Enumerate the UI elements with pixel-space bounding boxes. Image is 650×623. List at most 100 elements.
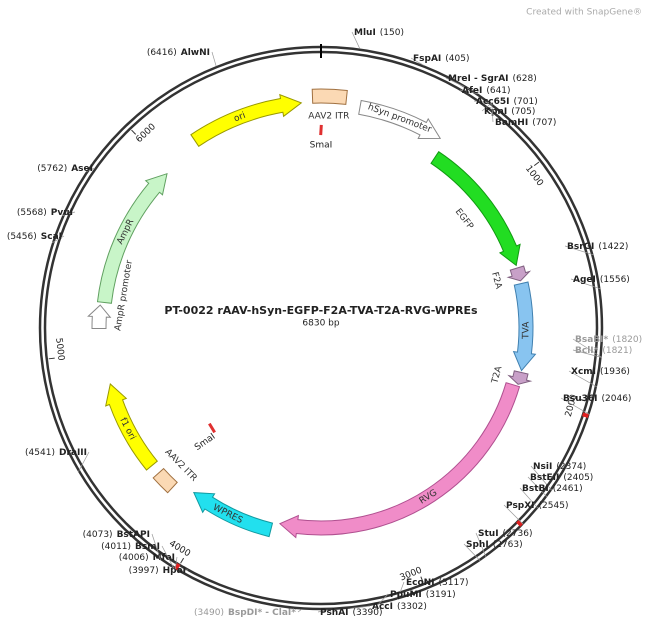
feature-label: AAV2 ITR — [308, 112, 349, 122]
site-label: Bsu36I (2046) — [563, 394, 631, 404]
site-label: XcmI (1936) — [571, 367, 630, 377]
site-position: (2046) — [602, 394, 632, 404]
site-leader — [564, 245, 594, 256]
site-position: (701) — [514, 97, 538, 107]
site-highlight — [515, 519, 523, 527]
site-name: BstEII — [530, 473, 559, 483]
site-label: (6416) AlwNI — [147, 48, 210, 58]
site-label: (5456) ScaI — [7, 232, 62, 242]
site-name: BsaBI* — [575, 335, 608, 345]
feature-arrow — [430, 151, 521, 267]
site-position: (2461) — [553, 484, 583, 494]
site-name: SphI — [466, 540, 489, 550]
site-label: EcoNI (3117) — [406, 578, 468, 588]
site-leader — [570, 278, 601, 290]
site-position: (1821) — [602, 346, 632, 356]
site-name: HpaI — [163, 566, 186, 576]
site-leader — [297, 609, 302, 613]
site-name: EcoNI — [406, 578, 435, 588]
site-leader — [174, 556, 178, 570]
site-name: AfeI — [462, 86, 482, 96]
site-name: DraIII — [59, 448, 87, 458]
site-label: NsiI (2374) — [533, 462, 586, 472]
site-position: (150) — [380, 28, 404, 38]
feature-arrow — [193, 492, 274, 538]
site-leader — [211, 51, 217, 67]
site-position: (5456) — [7, 232, 37, 242]
site-position: (6416) — [147, 48, 177, 58]
ruler-tick — [420, 576, 424, 583]
site-leader — [51, 235, 65, 244]
feature-box — [311, 88, 348, 105]
site-leader — [481, 102, 492, 112]
ruler-label: 1000 — [523, 164, 545, 188]
site-label: BstEII (2405) — [530, 473, 593, 483]
feature-arrow — [87, 304, 112, 329]
site-position: (1820) — [612, 335, 642, 345]
watermark: Created with SnapGene® — [526, 8, 642, 18]
site-position: (3390) — [353, 608, 383, 618]
site-name: BstBI — [522, 484, 549, 494]
site-name: Acc65I — [476, 97, 510, 107]
site-label: AgeI (1556) — [573, 275, 630, 285]
feature-box — [152, 467, 178, 494]
site-label: BstBI (2461) — [522, 484, 583, 494]
site-label: PpuMI (3191) — [390, 590, 456, 600]
site-name: PspXI — [506, 501, 535, 511]
site-label: BclI* (1821) — [575, 346, 632, 356]
site-label: PspXI (2545) — [506, 501, 568, 511]
site-name: PshAI — [320, 608, 349, 618]
site-leader — [445, 77, 476, 93]
site-position: (2763) — [493, 540, 523, 550]
feature-arrow — [190, 93, 303, 147]
site-label: (4073) BstAPI — [83, 530, 150, 540]
ruler-tick — [579, 398, 586, 402]
site-label: FspAI (405) — [413, 54, 469, 64]
site-label: MluI (150) — [354, 28, 404, 38]
site-position: (5762) — [37, 164, 67, 174]
site-position: (2545) — [539, 501, 569, 511]
site-leader — [151, 533, 161, 561]
ruler-tick — [131, 129, 137, 135]
site-name: AgeI — [573, 275, 596, 285]
site-leader — [317, 609, 328, 613]
site-position: (1422) — [598, 242, 628, 252]
site-leader — [560, 397, 590, 415]
site-label: (5568) PvuI — [17, 208, 73, 218]
site-position: (4006) — [119, 553, 149, 563]
smai-mark — [319, 124, 323, 136]
site-name: BstAPI — [117, 530, 150, 540]
site-label: SphI (2763) — [466, 540, 523, 550]
site-position: (3302) — [397, 602, 427, 612]
inner-site-label: SmaI — [193, 432, 217, 453]
site-leader — [463, 543, 481, 562]
feature-label: TVA — [521, 321, 531, 340]
site-leader — [475, 532, 487, 557]
site-leader — [503, 504, 524, 525]
site-name: KpnI — [484, 107, 507, 117]
site-label: AccI (3302) — [372, 602, 427, 612]
site-position: (1936) — [600, 367, 630, 377]
site-highlight — [174, 562, 181, 571]
site-leader — [177, 569, 189, 571]
feature-label: T2A — [490, 364, 505, 385]
site-position: (3490) — [194, 608, 224, 618]
site-name: AseI — [71, 164, 93, 174]
feature-label: hSyn promoter — [366, 102, 433, 135]
feature-arrow — [512, 281, 537, 372]
ruler-label: 6000 — [134, 122, 158, 145]
site-position: (4541) — [25, 448, 55, 458]
site-leader — [410, 57, 424, 66]
site-label: BsrGI (1422) — [567, 242, 628, 252]
site-position: (3997) — [129, 566, 159, 576]
site-name: PvuI — [51, 208, 73, 218]
map-size: 6830 bp — [302, 319, 339, 329]
feature-label: ori — [233, 111, 248, 125]
ruler-tick — [533, 161, 540, 167]
inner-site-label: SmaI — [310, 141, 333, 151]
smai-mark — [208, 422, 216, 434]
site-label: AfeI (641) — [462, 86, 511, 96]
site-leader — [459, 89, 478, 94]
site-position: (2736) — [503, 529, 533, 539]
